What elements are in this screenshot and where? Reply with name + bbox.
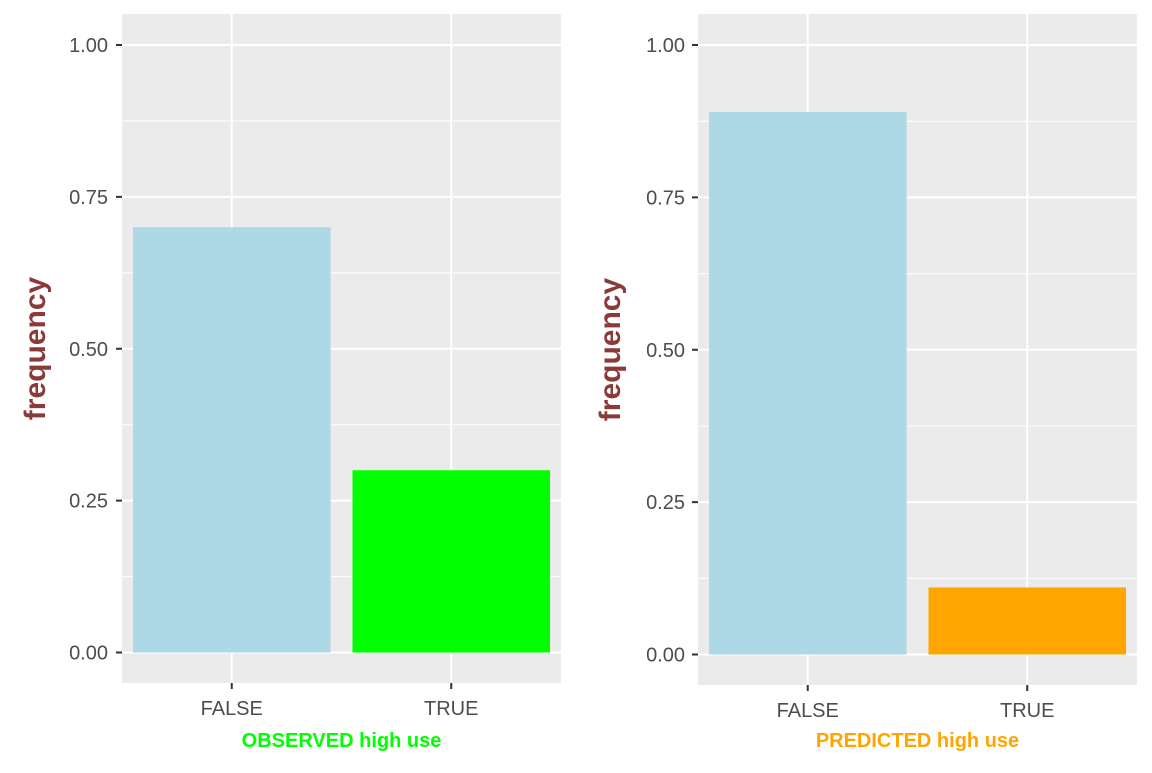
chart-panel-2: 0.00 0.25 0.50 0.75 1.00 FALSE TRUE PREDICTED h… [594, 14, 1137, 752]
x-tick-label-true: TRUE [1000, 700, 1054, 722]
y-tick-label: 0.50 [646, 340, 685, 362]
x-tick-label-true: TRUE [424, 698, 478, 720]
y-tick-label: 0.00 [646, 645, 685, 667]
y-tick-label: 0.75 [69, 187, 108, 209]
x-tick-label-false: FALSE [201, 698, 263, 720]
chart-panel-1: 0.00 0.25 0.50 0.75 1.00 FALSE TRUE OBSERVED hi… [19, 14, 561, 752]
bar-false [132, 227, 331, 653]
bar-true [352, 470, 551, 653]
y-tick-label: 0.75 [646, 187, 685, 209]
bar-false [708, 112, 907, 655]
y-axis-title: frequency [19, 277, 52, 421]
y-tick-label: 0.50 [69, 339, 108, 361]
y-tick-label: 0.25 [69, 491, 108, 513]
x-tick-label-false: FALSE [777, 700, 839, 722]
bar-true [928, 587, 1127, 655]
y-tick-label: 0.25 [646, 492, 685, 514]
x-axis-title: OBSERVED high use [242, 730, 442, 752]
x-axis-title: PREDICTED high use [816, 730, 1019, 752]
y-tick-label: 1.00 [69, 35, 108, 57]
y-tick-label: 0.00 [69, 643, 108, 665]
y-tick-label: 1.00 [646, 35, 685, 57]
y-axis-title: frequency [594, 278, 627, 422]
